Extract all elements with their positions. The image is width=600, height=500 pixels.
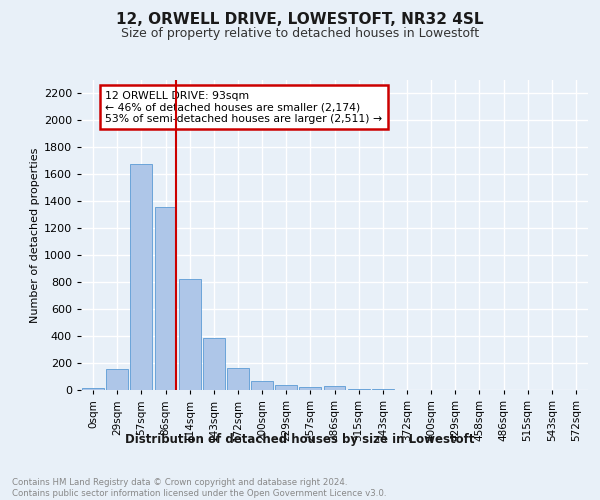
Bar: [179, 280, 200, 390]
Bar: [299, 386, 321, 390]
Bar: [155, 206, 176, 390]
Text: 12, ORWELL DRIVE, LOWESTOFT, NR32 4SL: 12, ORWELL DRIVE, LOWESTOFT, NR32 4SL: [116, 12, 484, 28]
Bar: [203, 338, 224, 390]
Bar: [251, 381, 273, 390]
Y-axis label: Number of detached properties: Number of detached properties: [29, 148, 40, 322]
Bar: [275, 384, 297, 390]
Bar: [130, 164, 152, 390]
Text: Size of property relative to detached houses in Lowestoft: Size of property relative to detached ho…: [121, 28, 479, 40]
Bar: [348, 388, 370, 390]
Bar: [227, 368, 249, 390]
Bar: [323, 386, 346, 390]
Bar: [106, 369, 128, 390]
Text: 12 ORWELL DRIVE: 93sqm
← 46% of detached houses are smaller (2,174)
53% of semi-: 12 ORWELL DRIVE: 93sqm ← 46% of detached…: [105, 91, 382, 124]
Bar: [82, 388, 104, 390]
Text: Contains HM Land Registry data © Crown copyright and database right 2024.
Contai: Contains HM Land Registry data © Crown c…: [12, 478, 386, 498]
Text: Distribution of detached houses by size in Lowestoft: Distribution of detached houses by size …: [125, 432, 475, 446]
